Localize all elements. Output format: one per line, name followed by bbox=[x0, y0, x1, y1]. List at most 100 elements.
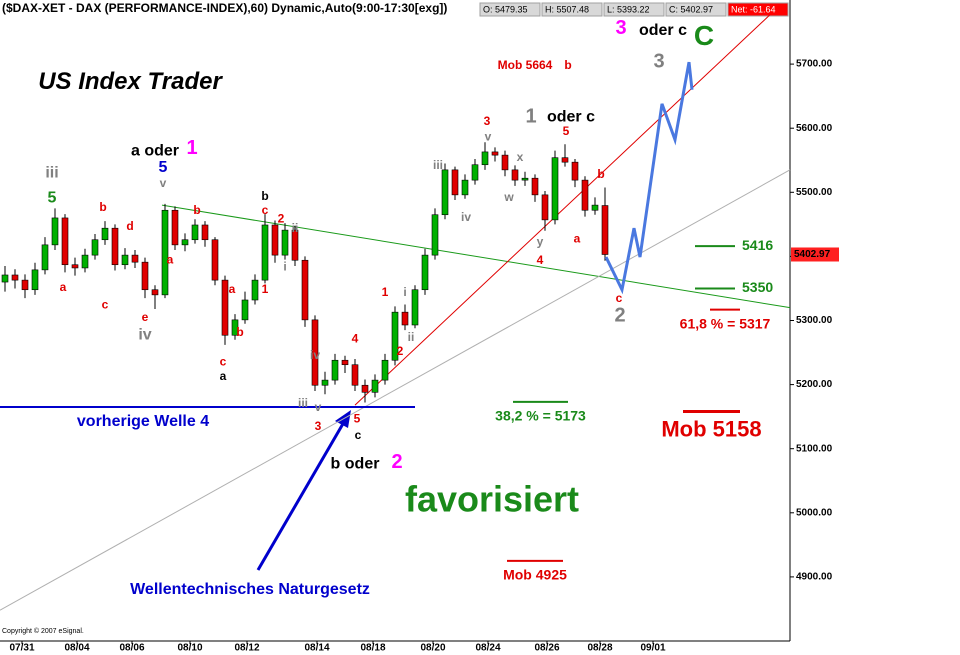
annotation: 2 bbox=[614, 304, 625, 326]
annotation: vorherige Welle 4 bbox=[77, 413, 209, 430]
annotation: iv bbox=[138, 326, 151, 343]
annotation: iii bbox=[298, 396, 308, 410]
candle-body bbox=[441, 169, 449, 216]
annotation: 2 bbox=[278, 211, 285, 225]
quote-box bbox=[541, 2, 603, 17]
candle-body bbox=[191, 224, 199, 241]
annotation: 5 bbox=[563, 124, 570, 138]
annotation: c bbox=[616, 291, 623, 305]
candle-body bbox=[371, 379, 379, 393]
level-label: Mob 4925 bbox=[503, 567, 567, 583]
candle-body bbox=[291, 229, 299, 261]
candle-body bbox=[201, 224, 209, 241]
annotation: 1 bbox=[262, 282, 269, 296]
annotation: d bbox=[126, 219, 133, 233]
annotation: Mob 5664 bbox=[498, 58, 553, 72]
y-tick-label: 4900.00 bbox=[796, 572, 833, 583]
candle-body bbox=[351, 364, 359, 386]
last-price-label: 5402.97 bbox=[794, 249, 831, 260]
annotation: 5 bbox=[48, 189, 57, 206]
quote-box bbox=[727, 2, 789, 17]
level-label: 38,2 % = 5173 bbox=[495, 408, 586, 424]
quote-text: O: 5479.35 bbox=[483, 4, 528, 14]
annotation: ii bbox=[408, 330, 415, 344]
annotation: i bbox=[403, 285, 406, 299]
x-tick-label: 08/24 bbox=[475, 643, 500, 654]
candle-body bbox=[181, 239, 189, 246]
candle-body bbox=[11, 274, 19, 281]
candle-body bbox=[461, 179, 469, 196]
annotation: 3 bbox=[315, 419, 322, 433]
x-tick-label: 08/20 bbox=[420, 643, 445, 654]
candle-body bbox=[581, 179, 589, 211]
annotation: 1 bbox=[186, 137, 197, 159]
annotation: a oder bbox=[131, 142, 179, 159]
annotation: b bbox=[193, 203, 200, 217]
candle-body bbox=[301, 259, 309, 321]
candle-body bbox=[541, 194, 549, 221]
candle-body bbox=[111, 227, 119, 266]
candle-body bbox=[281, 229, 289, 256]
x-tick-label: 08/04 bbox=[64, 643, 89, 654]
candle-body bbox=[51, 217, 59, 246]
copyright: Copyright © 2007 eSignal. bbox=[2, 627, 84, 635]
annotation: v bbox=[485, 129, 492, 143]
candle-body bbox=[41, 244, 49, 271]
annotation: oder c bbox=[639, 22, 687, 39]
annotation: a bbox=[60, 280, 67, 294]
y-tick-label: 5300.00 bbox=[796, 315, 833, 326]
annotation: a bbox=[574, 231, 581, 245]
candle-body bbox=[271, 224, 279, 256]
candle-body bbox=[61, 217, 69, 266]
candle-body bbox=[311, 319, 319, 386]
level-label: 5350 bbox=[742, 279, 773, 295]
candle-body bbox=[21, 279, 29, 291]
candle-body bbox=[481, 151, 489, 166]
candle-body bbox=[381, 359, 389, 381]
annotation: e bbox=[142, 310, 149, 324]
quote-box bbox=[665, 2, 727, 17]
y-tick-label: 5700.00 bbox=[796, 59, 833, 70]
candle-body bbox=[511, 169, 519, 181]
chart-title: ($DAX-XET - DAX (PERFORMANCE-INDEX),60) … bbox=[2, 1, 447, 15]
candle-body bbox=[561, 157, 569, 163]
candle-body bbox=[551, 157, 559, 221]
annotation: C bbox=[694, 20, 714, 51]
candle-body bbox=[141, 261, 149, 291]
annotation: iv bbox=[461, 210, 471, 224]
annotation: b bbox=[597, 167, 604, 181]
candle-body bbox=[491, 151, 499, 156]
quote-box bbox=[479, 2, 541, 17]
candle-body bbox=[401, 311, 409, 326]
x-tick-label: 08/06 bbox=[119, 643, 144, 654]
candle-body bbox=[241, 299, 249, 321]
annotation: c bbox=[262, 203, 269, 217]
annotation: y bbox=[537, 234, 544, 248]
level-label: 5416 bbox=[742, 237, 773, 253]
annotation: 5 bbox=[159, 159, 168, 176]
candle-body bbox=[211, 239, 219, 281]
candle-body bbox=[501, 154, 509, 171]
annotation: oder c bbox=[547, 109, 595, 126]
candle-body bbox=[161, 209, 169, 296]
annotation: v bbox=[315, 400, 322, 414]
annotation: c bbox=[220, 354, 227, 368]
annotation: a bbox=[167, 252, 174, 266]
candle-body bbox=[471, 164, 479, 181]
annotation: favorisiert bbox=[405, 478, 579, 519]
candle-body bbox=[411, 289, 419, 326]
annotation: b bbox=[99, 200, 106, 214]
annotation: 4 bbox=[352, 331, 359, 345]
x-tick-label: 09/01 bbox=[640, 643, 665, 654]
annotation: US Index Trader bbox=[38, 68, 223, 95]
quote-text: C: 5402.97 bbox=[669, 4, 713, 14]
candle-body bbox=[71, 264, 79, 269]
candle-body bbox=[531, 177, 539, 196]
annotation: i bbox=[283, 259, 286, 273]
annotation: 3 bbox=[615, 17, 626, 39]
annotation: b bbox=[261, 189, 268, 203]
annotation: a bbox=[229, 282, 236, 296]
